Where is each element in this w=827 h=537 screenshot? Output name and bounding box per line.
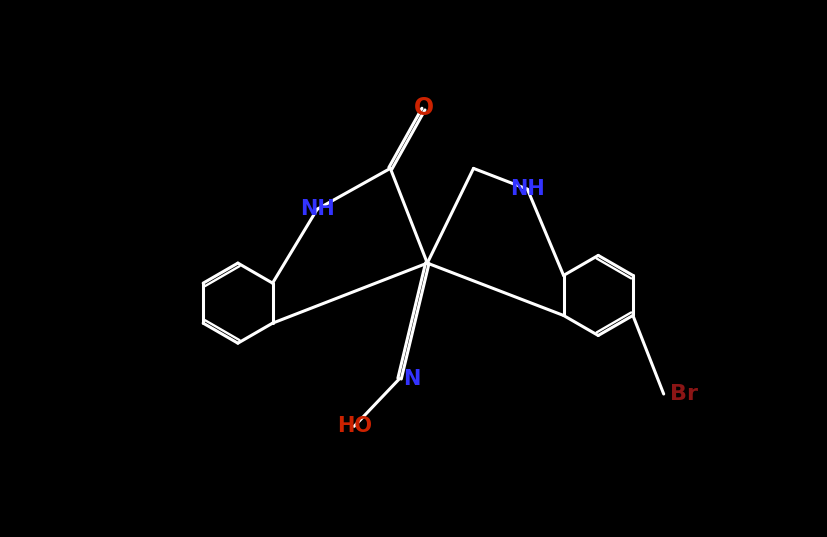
Text: Br: Br (670, 384, 698, 404)
Text: NH: NH (510, 179, 545, 199)
Text: NH: NH (300, 199, 335, 219)
Text: O: O (414, 96, 433, 120)
Text: HO: HO (337, 416, 371, 437)
Text: N: N (404, 368, 421, 389)
